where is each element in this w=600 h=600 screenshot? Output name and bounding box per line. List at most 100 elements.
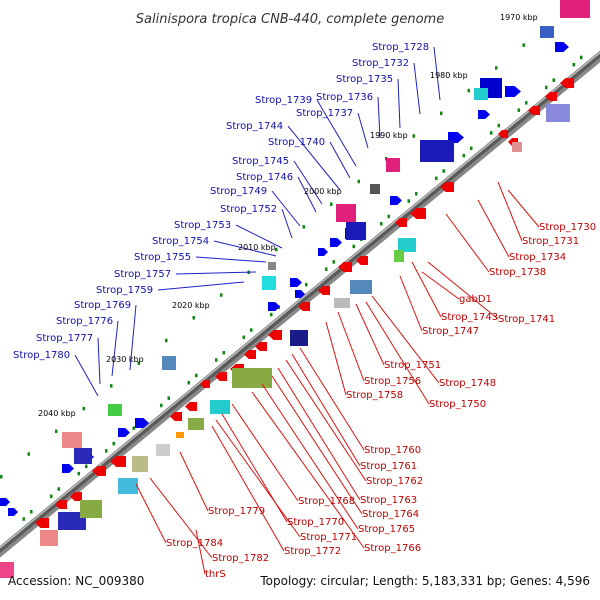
leader-line-upper: [235, 224, 283, 249]
reverse-gene-arrow: [318, 286, 330, 295]
forward-gene-block: [268, 262, 276, 270]
tick-dot: [490, 131, 493, 135]
forward-gene-arrow: [0, 498, 10, 506]
tick-dot: [467, 88, 470, 93]
reverse-gene-block: [108, 404, 122, 416]
leader-line-upper: [281, 208, 293, 239]
gene-label-upper: Strop_1759: [96, 285, 153, 296]
reverse-gene-arrow: [185, 402, 197, 411]
leader-line-lower: [337, 311, 365, 382]
leader-line-lower: [445, 213, 490, 273]
tick-dot: [215, 358, 218, 362]
gene-label-upper: Strop_1777: [36, 333, 93, 344]
forward-gene-arrow: [135, 418, 149, 428]
leader-line-lower: [325, 321, 347, 396]
leader-line-upper: [316, 99, 357, 167]
leader-line-upper: [213, 240, 277, 257]
gene-label-upper: Strop_1745: [232, 156, 289, 167]
reverse-gene-block: [290, 330, 308, 346]
leader-line-upper: [157, 281, 245, 291]
tick-dot: [112, 441, 115, 446]
tick-dot: [352, 244, 355, 249]
tick-dot: [222, 350, 225, 355]
reverse-gene-arrow: [298, 302, 310, 311]
gene-label-lower: Strop_1779: [208, 506, 265, 517]
leader-line-lower: [135, 483, 167, 544]
gene-label-lower: Strop_1762: [366, 476, 423, 487]
tick-dot: [195, 373, 198, 378]
leader-line-upper: [357, 112, 369, 149]
tick-dot: [407, 199, 410, 203]
kbp-label: 1970 kbp: [500, 13, 538, 22]
leader-line-lower: [271, 375, 363, 515]
leader-line-lower: [411, 261, 442, 318]
forward-gene-arrow: [478, 110, 490, 119]
reverse-gene-arrow: [200, 380, 210, 388]
tick-dot: [330, 202, 333, 206]
reverse-gene-arrow: [528, 106, 540, 115]
reverse-gene-block: [188, 418, 204, 430]
leader-line-upper: [97, 337, 101, 385]
tick-dot: [30, 510, 33, 514]
leader-line-lower: [355, 303, 385, 366]
accession-text: Accession: NC_009380: [8, 574, 144, 588]
forward-gene-block: [420, 140, 454, 162]
reverse-gene-block: [132, 456, 148, 472]
tick-dot: [440, 111, 443, 116]
tick-dot: [242, 335, 245, 340]
leader-line-lower: [195, 529, 206, 575]
tick-dot: [250, 328, 253, 332]
gene-label-lower: Strop_1782: [212, 553, 269, 564]
leader-line-upper: [175, 271, 257, 275]
forward-gene-arrow: [62, 464, 74, 473]
tick-dot: [462, 153, 465, 158]
gene-label-upper: Strop_1752: [220, 204, 277, 215]
gene-label-upper: Strop_1739: [255, 95, 312, 106]
reverse-gene-block: [334, 298, 350, 308]
tick-dot: [545, 85, 548, 90]
gene-label-upper: Strop_1754: [152, 236, 209, 247]
gene-label-lower: Strop_1758: [346, 390, 403, 401]
gene-label-lower: Strop_1768: [298, 496, 355, 507]
tick-dot: [325, 267, 328, 271]
reverse-gene-arrow: [170, 412, 182, 421]
label-leader-lines: [74, 46, 540, 575]
gene-label-lower: Strop_1747: [422, 326, 479, 337]
tick-dot: [57, 487, 60, 491]
leader-line-lower: [251, 391, 365, 549]
reverse-gene-block: [176, 432, 184, 438]
reverse-gene-block: [118, 478, 138, 494]
leader-line-lower: [399, 275, 423, 332]
reverse-gene-block: [512, 142, 522, 152]
tick-dot: [412, 134, 415, 138]
reverse-gene-arrow: [268, 330, 282, 340]
tick-dot: [470, 146, 473, 151]
forward-gene-arrow: [330, 238, 342, 247]
gene-label-lower: Strop_1734: [509, 252, 566, 263]
tick-dot: [415, 191, 418, 196]
forward-gene-arrow: [318, 248, 328, 256]
gene-label-upper: Strop_1728: [372, 42, 429, 53]
gene-label-lower: Strop_1770: [287, 517, 344, 528]
tick-dot: [0, 475, 3, 479]
tick-dot: [187, 380, 190, 385]
reverse-gene-arrow: [255, 342, 267, 351]
gene-label-upper: Strop_1757: [114, 269, 171, 280]
tick-dot: [332, 260, 335, 264]
reverse-gene-arrow: [440, 182, 454, 192]
tick-dot: [572, 62, 575, 67]
reverse-gene-arrow: [92, 466, 106, 476]
tick-dot: [132, 426, 135, 430]
gene-label-upper: Strop_1755: [134, 252, 191, 263]
gene-label-lower: Strop_1766: [364, 543, 421, 554]
reverse-gene-arrow: [498, 130, 508, 138]
leader-line-upper: [129, 304, 137, 371]
forward-gene-arrow: [268, 302, 280, 311]
forward-gene-arrow: [290, 278, 302, 287]
leader-line-lower: [211, 425, 285, 552]
tick-dot: [110, 384, 113, 388]
reverse-gene-block: [0, 562, 14, 578]
forward-gene-arrow: [505, 86, 521, 97]
reverse-gene-block: [336, 204, 356, 222]
tick-dot: [167, 396, 170, 400]
